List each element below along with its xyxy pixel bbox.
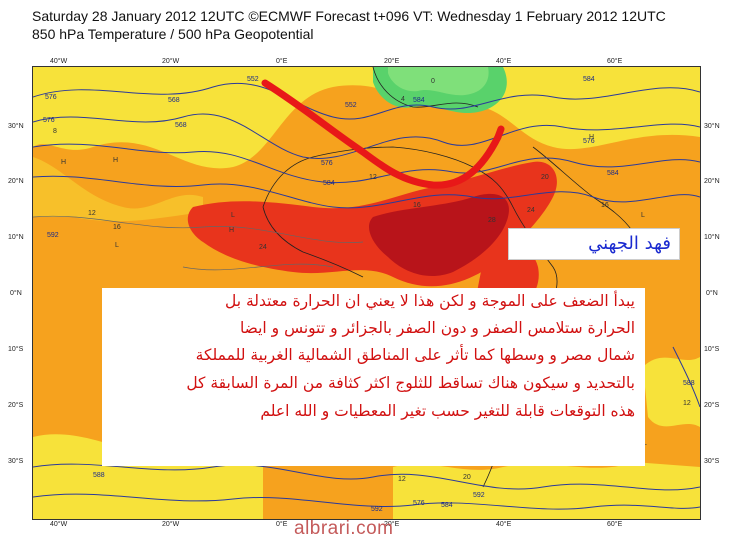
trough-line <box>261 79 505 189</box>
forecast-note-box: يبدأ الضعف على الموجة و لكن هذا لا يعني … <box>102 288 645 466</box>
low-pressure-marker: L <box>643 440 647 447</box>
temperature-label: 12 <box>88 210 96 217</box>
low-pressure-marker: L <box>231 212 235 219</box>
geopotential-label: 584 <box>441 502 453 509</box>
left-lat-label: 10°N <box>8 234 24 241</box>
top-lon-label: 40°E <box>496 58 512 65</box>
geopotential-label: 568 <box>175 122 187 129</box>
bottom-lon-label: 20°W <box>162 521 180 528</box>
right-lat-label: 0°N <box>706 290 718 297</box>
geopotential-label: 584 <box>607 170 619 177</box>
mild-region-west <box>33 157 203 222</box>
low-pressure-marker: L <box>641 212 645 219</box>
cool-region-north <box>33 67 700 169</box>
note-line: الحرارة ستلامس الصفر و دون الصفر بالجزائ… <box>239 319 635 337</box>
top-lon-label: 0°E <box>276 58 288 65</box>
geopotential-label: 584 <box>583 76 595 83</box>
geopotential-label: 588 <box>93 472 105 479</box>
contour-line <box>672 346 700 408</box>
right-lat-label: 10°N <box>704 234 720 241</box>
geopotential-label: 576 <box>413 500 425 507</box>
note-line: بالتحديد و سيكون هناك تساقط للثلوج اكثر … <box>186 374 635 392</box>
left-lat-label: 20°N <box>8 178 24 185</box>
temperature-label: 8 <box>53 128 57 135</box>
author-name-box: فهد الجهني <box>508 228 680 260</box>
temperature-label: 20 <box>541 174 549 181</box>
coastline-mediterranean <box>372 67 479 108</box>
left-lat-label: 30°S <box>8 458 24 465</box>
author-name: فهد الجهني <box>588 233 671 254</box>
temperature-label: 28 <box>488 217 496 224</box>
top-lon-label: 60°E <box>607 58 623 65</box>
cool-region-southeast <box>393 462 700 519</box>
cool-region-madagascar <box>643 357 700 427</box>
bottom-lon-label: 60°E <box>607 521 623 528</box>
left-lat-label: 20°S <box>8 402 24 409</box>
temperature-contour <box>33 215 364 243</box>
temperature-label: 12 <box>683 400 691 407</box>
contour-line <box>33 463 700 491</box>
left-lat-label: 0°N <box>10 290 22 297</box>
geopotential-label: 576 <box>321 160 333 167</box>
site-watermark: albrari.com <box>294 518 394 539</box>
top-lon-label: 20°W <box>162 58 180 65</box>
temperature-contour <box>182 263 334 271</box>
geopotential-label: 592 <box>371 506 383 513</box>
temperature-label: 16 <box>113 224 121 231</box>
temperature-label: 12 <box>369 174 377 181</box>
top-lon-label: 40°W <box>50 58 68 65</box>
temperature-label: 24 <box>527 207 535 214</box>
note-line: يبدأ الضعف على الموجة و لكن هذا لا يعني … <box>224 292 635 310</box>
temperature-label: 4 <box>401 96 405 103</box>
cold-core <box>388 67 489 96</box>
high-pressure-marker: H <box>61 159 66 166</box>
temperature-label: 0 <box>431 78 435 85</box>
left-lat-label: 30°N <box>8 123 24 130</box>
temperature-label: 16 <box>601 202 609 209</box>
chart-subtitle: 850 hPa Temperature / 500 hPa Geopotenti… <box>32 26 314 42</box>
geopotential-label: 552 <box>247 76 259 83</box>
geopotential-label: 584 <box>413 97 425 104</box>
geopotential-label: 592 <box>47 232 59 239</box>
bottom-lon-label: 0°E <box>276 521 288 528</box>
geopotential-label: 588 <box>683 380 695 387</box>
geopotential-label: 552 <box>345 102 357 109</box>
right-lat-label: 10°S <box>704 346 720 353</box>
bottom-lon-label: 20°E <box>384 521 400 528</box>
hottest-region <box>368 193 509 277</box>
temperature-label: 16 <box>413 202 421 209</box>
right-lat-label: 30°N <box>704 123 720 130</box>
note-line: هذه التوقعات قابلة للتغير حسب تغير المعط… <box>260 402 635 420</box>
note-line: شمال مصر و وسطها كما تأثر على المناطق ال… <box>195 346 635 364</box>
geopotential-label: 576 <box>43 117 55 124</box>
geopotential-label: 576 <box>583 138 595 145</box>
cool-region-southwest <box>33 434 263 519</box>
right-lat-label: 20°N <box>704 178 720 185</box>
contour-line <box>33 143 700 184</box>
top-lon-label: 20°E <box>384 58 400 65</box>
geopotential-label: 592 <box>473 492 485 499</box>
contour-line <box>33 175 700 209</box>
geopotential-label: 568 <box>168 97 180 104</box>
temperature-label: 24 <box>259 244 267 251</box>
high-pressure-marker: H <box>589 134 594 141</box>
bottom-lon-label: 40°W <box>50 521 68 528</box>
high-pressure-marker: H <box>113 157 118 164</box>
left-lat-label: 10°S <box>8 346 24 353</box>
contour-line <box>33 493 700 510</box>
bottom-lon-label: 40°E <box>496 521 512 528</box>
geopotential-label: 584 <box>323 180 335 187</box>
temperature-label: 20 <box>463 474 471 481</box>
temperature-label: 12 <box>398 476 406 483</box>
geopotential-label: 576 <box>45 94 57 101</box>
contour-line <box>33 82 700 120</box>
chart-title: Saturday 28 January 2012 12UTC ©ECMWF Fo… <box>32 8 666 24</box>
low-pressure-marker: L <box>115 242 119 249</box>
right-lat-label: 30°S <box>704 458 720 465</box>
right-lat-label: 20°S <box>704 402 720 409</box>
high-pressure-marker: H <box>229 227 234 234</box>
